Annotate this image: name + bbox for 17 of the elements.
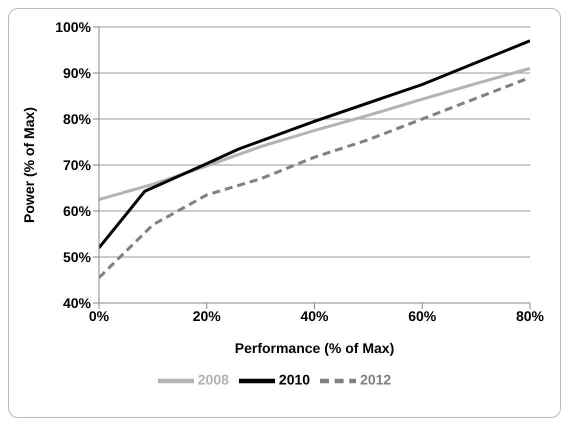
legend-label: 2012 xyxy=(360,372,392,388)
line-series xyxy=(99,66,530,201)
y-tick-label: 60% xyxy=(62,202,92,219)
y-axis-title: Power (% of Max) xyxy=(20,107,37,223)
x-axis-title: Performance (% of Max) xyxy=(234,340,394,356)
x-tick-label: 80% xyxy=(516,308,545,324)
y-tick-label: 50% xyxy=(62,248,92,265)
legend-label: 2010 xyxy=(278,372,310,388)
y-tick-label: 100% xyxy=(55,18,92,35)
line-series xyxy=(99,39,530,250)
x-tick-label: 40% xyxy=(300,308,330,324)
x-tick-label: 60% xyxy=(408,308,437,324)
y-tick-label: 80% xyxy=(62,110,92,127)
x-tick-label: 20% xyxy=(192,308,222,324)
y-tick-label: 90% xyxy=(62,64,92,81)
y-tick-label: 70% xyxy=(62,156,92,173)
legend-label: 2008 xyxy=(198,372,229,388)
